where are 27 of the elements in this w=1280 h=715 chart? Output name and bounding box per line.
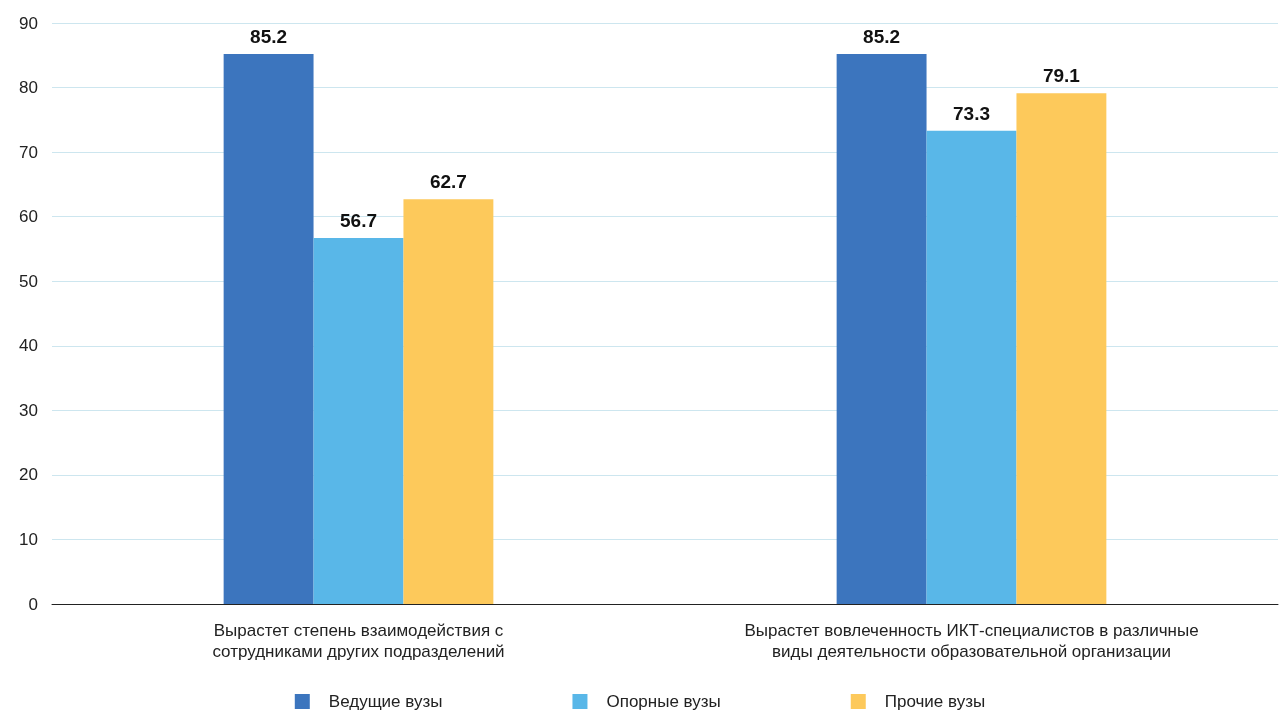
- y-tick-label: 40: [19, 336, 38, 356]
- data-label: 56.7: [340, 209, 377, 231]
- bar: [313, 237, 404, 604]
- x-tick-label: Вырастет степень взаимодействия с сотрудниками других подразделений: [212, 621, 505, 661]
- bar: [223, 53, 314, 604]
- data-label: 62.7: [429, 171, 467, 193]
- x-tick-label: Вырастет вовлеченность ИКТ-специалистов в различные виды деятельности образовательной организации: [744, 621, 1199, 661]
- data-label: 85.2: [250, 25, 288, 47]
- data-label: 73.3: [953, 102, 990, 124]
- data-label: 79.1: [1042, 65, 1081, 87]
- y-tick-label: 20: [19, 465, 38, 485]
- bar: [403, 199, 494, 604]
- legend-label: Опорные вузы: [606, 692, 721, 711]
- legend-label: Ведущие вузы: [328, 692, 443, 711]
- bar: [1016, 93, 1107, 604]
- y-tick-label: 70: [19, 142, 38, 162]
- bar: [926, 130, 1017, 604]
- bar: [836, 53, 927, 604]
- y-tick-label: 10: [19, 529, 38, 549]
- data-label: 85.2: [863, 25, 901, 47]
- y-tick-label: 0: [28, 594, 38, 614]
- y-tick-label: 30: [19, 400, 38, 420]
- y-tick-label: 90: [19, 13, 38, 33]
- legend-label: Прочие вузы: [884, 692, 986, 711]
- y-tick-label: 50: [19, 271, 38, 291]
- y-tick-label: 80: [19, 78, 38, 98]
- y-tick-label: 60: [19, 207, 38, 227]
